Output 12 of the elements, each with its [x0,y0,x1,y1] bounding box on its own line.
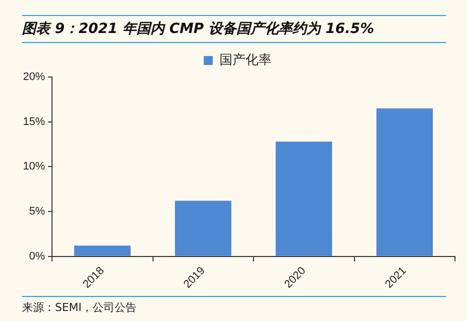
y-tick-label: 15% [22,116,46,128]
source-note: 来源：SEMI，公司公告 [22,296,446,315]
bar [74,246,131,256]
y-tick-label: 0% [29,250,46,262]
bar [376,108,433,256]
bar [174,200,232,256]
bar [276,142,332,256]
legend-label: 国产化率 [219,52,272,68]
y-tick-label: 10% [22,160,46,173]
chart-title: 图表 9：2021 年国内 CMP 设备国产化率约为 16.5% [22,15,446,43]
y-tick-label: 20% [22,71,46,84]
y-tick-label: 5% [29,206,46,218]
